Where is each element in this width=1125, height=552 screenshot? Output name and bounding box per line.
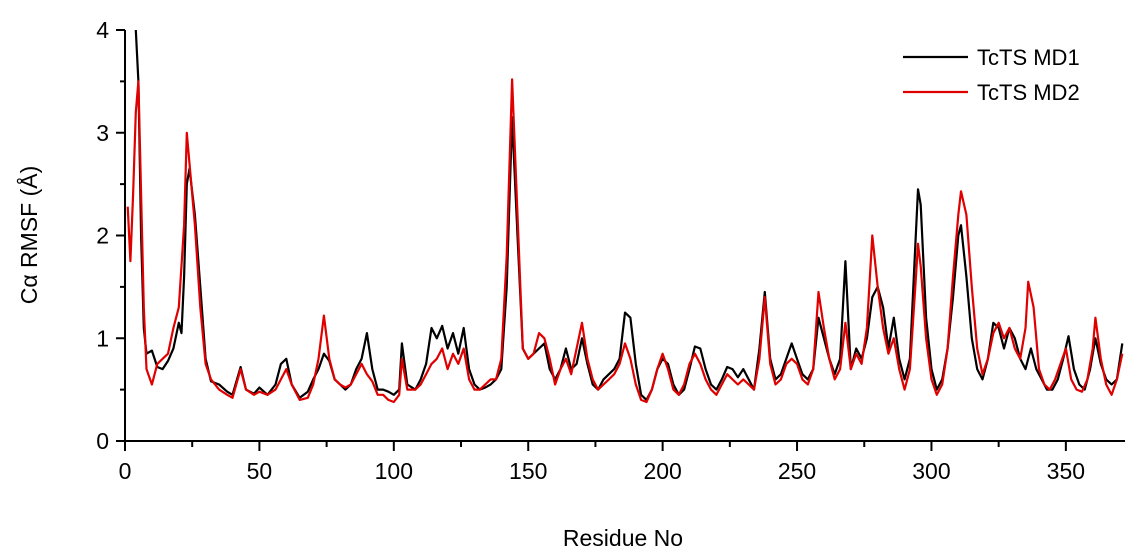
x-tick-label: 0 — [119, 458, 132, 484]
x-tick-label: 50 — [247, 458, 273, 484]
x-tick-label: 350 — [1047, 458, 1085, 484]
legend-label-md2: TcTS MD2 — [977, 80, 1080, 105]
ticks: 0 50 100 150 200 250 300 350 0 1 2 3 4 — [96, 17, 1085, 484]
x-tick-label: 300 — [912, 458, 950, 484]
x-axis-title: Residue No — [563, 525, 683, 551]
x-tick-label: 150 — [509, 458, 547, 484]
y-tick-label: 2 — [96, 223, 109, 249]
y-tick-label: 1 — [96, 325, 109, 351]
x-tick-label: 250 — [778, 458, 816, 484]
series-line-1 — [134, 29, 1124, 401]
axes — [124, 30, 1125, 442]
legend: TcTS MD1 TcTS MD2 — [903, 45, 1080, 105]
x-tick-label: 200 — [643, 458, 681, 484]
y-tick-label: 0 — [96, 428, 109, 454]
y-tick-label: 3 — [96, 120, 109, 146]
legend-label-md1: TcTS MD1 — [977, 45, 1080, 70]
y-tick-label: 4 — [96, 17, 109, 43]
y-axis-title: Cα RMSF (Å) — [15, 166, 42, 305]
series-line-2 — [126, 78, 1124, 404]
x-tick-label: 100 — [375, 458, 413, 484]
plot-area — [126, 29, 1124, 404]
